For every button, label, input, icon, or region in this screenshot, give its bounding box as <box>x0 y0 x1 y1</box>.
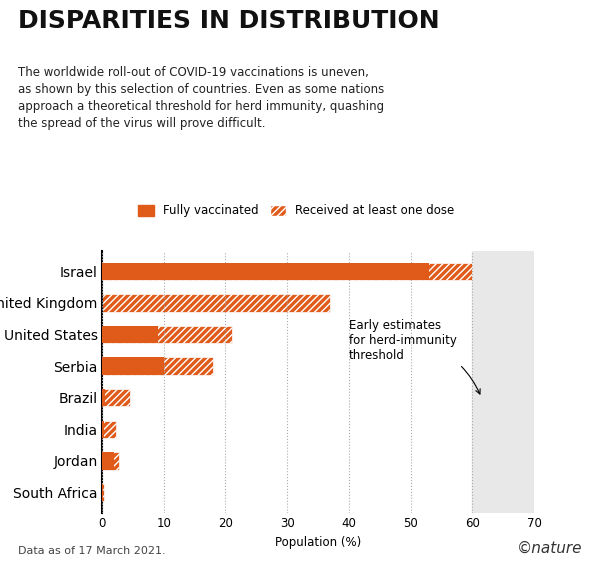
Text: Data as of 17 March 2021.: Data as of 17 March 2021. <box>18 545 166 556</box>
Text: ©nature: ©nature <box>517 541 582 556</box>
Bar <box>102 421 116 438</box>
Bar <box>102 484 103 501</box>
X-axis label: Population (%): Population (%) <box>275 536 361 549</box>
Bar <box>102 263 472 280</box>
Text: Early estimates
for herd-immunity
threshold: Early estimates for herd-immunity thresh… <box>349 319 480 394</box>
Bar <box>102 294 331 312</box>
Bar <box>102 484 104 501</box>
Bar <box>102 389 105 406</box>
Bar <box>102 389 130 406</box>
Bar <box>102 357 164 375</box>
Bar <box>102 452 115 470</box>
Text: DISPARITIES IN DISTRIBUTION: DISPARITIES IN DISTRIBUTION <box>18 9 440 32</box>
Bar <box>102 326 232 343</box>
Bar <box>472 251 534 513</box>
Text: The worldwide roll-out of COVID-19 vaccinations is uneven,
as shown by this sele: The worldwide roll-out of COVID-19 vacci… <box>18 66 384 129</box>
Legend: Fully vaccinated, Received at least one dose: Fully vaccinated, Received at least one … <box>138 204 455 217</box>
Bar <box>102 421 104 438</box>
Bar <box>102 263 429 280</box>
Bar <box>102 357 213 375</box>
Bar <box>102 326 158 343</box>
Bar <box>102 452 119 470</box>
